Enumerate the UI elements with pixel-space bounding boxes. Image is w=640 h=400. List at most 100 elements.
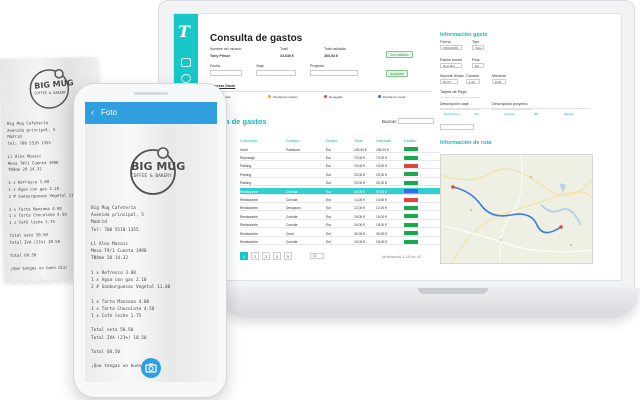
proyecto-input[interactable] — [310, 70, 358, 76]
table-cell-divisa: Eur — [326, 197, 332, 202]
table-cell-concepto: Hotel — [240, 147, 248, 152]
page-button-1[interactable]: 1 — [240, 252, 248, 260]
page-button-5[interactable]: 5 — [284, 252, 292, 260]
user-icon[interactable] — [181, 74, 191, 83]
fecha-input[interactable] — [210, 70, 242, 76]
home-icon[interactable] — [181, 58, 191, 67]
table-cell-concepto: Parking — [240, 181, 252, 186]
receipt-line: 1 x Tarta Manzana 4.00 — [8, 205, 62, 212]
info-subfield[interactable] — [440, 124, 474, 130]
status-badge — [404, 205, 418, 210]
table-cell-validado: 14,00 € — [376, 197, 387, 202]
info-field-label: Moneda — [492, 74, 506, 78]
table-row[interactable]: Restaurante Desayuno Eur 12,00 € 12,00 € — [240, 205, 440, 212]
table-cell-validado: 25,00 € — [376, 172, 387, 177]
fecha-label: Fecha — [210, 64, 220, 68]
camera-button[interactable] — [141, 358, 161, 378]
info-field-label: Tipo — [472, 40, 480, 44]
chevron-left-icon[interactable]: ‹ — [91, 107, 94, 117]
table-cell-total: 150,00 € — [354, 147, 367, 152]
receipt-line: TNãme 20 14.32 — [91, 256, 129, 262]
table-row[interactable]: Parking Eur 25,00 € 25,00 € — [240, 171, 440, 178]
table-cell-total: 12,00 € — [354, 206, 365, 211]
table-cell-validado: 19,00 € — [376, 164, 387, 169]
table-cell-total: 30,00 € — [354, 231, 365, 236]
route-map[interactable] — [440, 154, 593, 264]
info-field-value[interactable]: Rest-Bar — [440, 63, 462, 68]
info-divider — [440, 108, 590, 109]
table-row[interactable]: Restaurante Comida Eur 18,00 € 18,00 € — [240, 213, 440, 220]
page-button-3[interactable]: 3 — [262, 252, 270, 260]
info-field-value[interactable]: 60,00 — [440, 79, 458, 84]
table-row[interactable]: Restaurante Cena Eur 30,00 € 30,00 € — [240, 230, 440, 237]
table-row[interactable]: Restaurante Comida Eur 15,00 € 15,00 € — [240, 238, 440, 245]
status-badge — [404, 189, 418, 194]
table-cell-total: 18,00 € — [354, 223, 365, 228]
info-subtab[interactable]: Info — [474, 112, 480, 116]
table-row[interactable]: Parking Eur 19,00 € 19,00 € — [240, 163, 440, 170]
info-gasto-title: Información gasto — [440, 32, 488, 38]
ingresar-gasto-button[interactable]: Ingresar Gasto — [210, 84, 236, 88]
phone-speaker — [134, 92, 168, 95]
status-badge — [404, 172, 418, 177]
table-cell-concepto: Restaurante — [240, 214, 258, 219]
info-subtab[interactable]: Descripción — [444, 112, 460, 116]
page-title: Consulta de gastos — [210, 33, 303, 44]
info-field-value[interactable]: 1,00 — [466, 79, 480, 84]
info-field-value[interactable]: 15/04/2018 — [440, 45, 462, 50]
nombre-value: Tony Prince — [210, 54, 231, 58]
table-cell-total: 15,00 € — [354, 239, 365, 244]
info-field-value[interactable]: ES — [472, 63, 484, 68]
table-row[interactable]: Restaurante Comida Eur 18,00 € 18,00 € — [240, 222, 440, 229]
info-field-value[interactable] — [492, 109, 532, 110]
status-badge — [404, 163, 418, 168]
column-header[interactable]: Estado — [404, 138, 417, 143]
info-subtab[interactable]: Bill — [534, 112, 539, 116]
info-field-label: Importe divisa — [440, 74, 464, 78]
big-mug-logo-icon — [29, 69, 70, 109]
column-header[interactable]: Subtipo — [286, 138, 300, 143]
header-divider — [210, 91, 432, 92]
table-cell-total: 25,00 € — [354, 172, 365, 177]
table-row[interactable]: Restaurante Comida Eur 14,00 € 14,00 € — [240, 196, 440, 203]
table-row[interactable]: Restaurante Comida Eur 60,00 € 60,00 € — [240, 188, 440, 195]
column-header[interactable]: Validado — [376, 138, 392, 143]
info-field-value[interactable] — [440, 97, 480, 98]
receipt-line: Total IVA (21%) 10.50 — [91, 335, 147, 341]
receipt-line: 1 x Tarta Manzana 4.00 — [91, 299, 150, 305]
phone-top-bar: ‹ Foto — [85, 102, 217, 124]
table-cell-total: 60,00 € — [354, 189, 365, 194]
viaje-input[interactable] — [256, 70, 296, 76]
info-field-value[interactable]: EUR — [492, 79, 506, 84]
info-field-label: Cambio — [466, 74, 480, 78]
actualizar-button[interactable]: Actualizar — [386, 70, 408, 77]
column-header[interactable]: Concepto — [240, 138, 258, 143]
info-field-value[interactable] — [440, 109, 480, 110]
per-page-select[interactable]: 10 — [310, 253, 324, 259]
column-header[interactable]: Divisa — [326, 138, 337, 143]
info-subtab[interactable]: Importe — [504, 112, 515, 116]
receipt-line: 1 x Café leche 1.75 — [91, 314, 142, 319]
phone-title: Foto — [101, 108, 118, 117]
validado-badge[interactable]: Con validado — [386, 51, 413, 58]
table-cell-concepto: Restaurante — [240, 206, 258, 211]
info-field-value[interactable]: Viaje — [472, 45, 484, 50]
table-row[interactable]: Repostaje Eur 70,00 € 70,00 € — [240, 154, 440, 161]
table-row[interactable]: Parking Eur 25,00 € 25,00 € — [240, 180, 440, 187]
table-row[interactable]: Hotel Particular Eur 150,00 € 150,00 € — [240, 146, 440, 153]
page-button-2[interactable]: 2 — [251, 252, 259, 260]
search-input[interactable] — [398, 118, 434, 124]
info-subtab[interactable]: Modelo — [564, 112, 574, 116]
paper-receipt: BIG MUG COFFEE & BAKERY Big Mug Cafeterí… — [0, 56, 103, 282]
laptop-mockup: T Consulta de gastos Nombre del usuario … — [158, 0, 640, 325]
status-badge — [404, 147, 418, 152]
receipt-line: Madrid — [91, 220, 107, 226]
table-cell-divisa: Eur — [326, 164, 332, 169]
table-cell-total: 14,00 € — [354, 197, 365, 202]
page-button-4[interactable]: 4 — [273, 252, 281, 260]
laptop-screen: T Consulta de gastos Nombre del usuario … — [173, 13, 622, 281]
receipt-line: Ll Alex Mosaic — [7, 153, 42, 159]
table-header: Concepto Subtipo Divisa Total Validado Estado — [240, 138, 440, 144]
column-header[interactable]: Total — [354, 138, 363, 143]
receipt-subtitle: COFFEE & BAKERY — [131, 174, 172, 179]
